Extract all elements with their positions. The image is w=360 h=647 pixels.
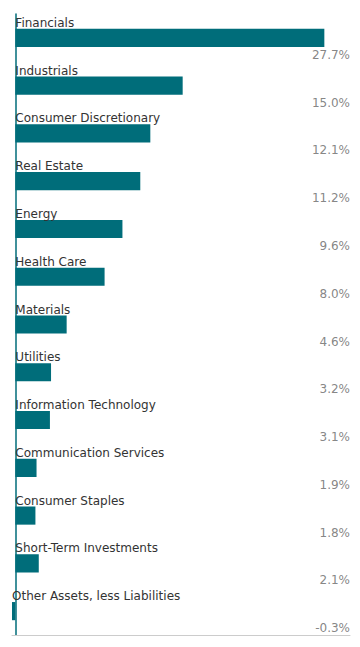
svg-text:8.0%: 8.0% [320, 287, 351, 301]
svg-text:Communication Services: Communication Services [15, 446, 164, 460]
svg-text:Real Estate: Real Estate [15, 159, 83, 173]
svg-text:11.2%: 11.2% [312, 191, 350, 205]
svg-text:2.1%: 2.1% [320, 573, 351, 587]
svg-text:3.2%: 3.2% [320, 382, 351, 396]
svg-text:Materials: Materials [15, 303, 70, 317]
svg-text:1.8%: 1.8% [320, 526, 351, 540]
svg-text:12.1%: 12.1% [312, 143, 350, 157]
svg-text:Consumer Discretionary: Consumer Discretionary [15, 111, 160, 125]
svg-text:Financials: Financials [15, 16, 74, 30]
svg-text:27.7%: 27.7% [312, 48, 350, 62]
svg-text:Health Care: Health Care [15, 255, 86, 269]
svg-text:-0.3%: -0.3% [315, 621, 350, 635]
svg-text:Utilities: Utilities [15, 350, 60, 364]
svg-text:3.1%: 3.1% [320, 430, 351, 444]
svg-text:4.6%: 4.6% [320, 335, 351, 349]
svg-text:Short-Term Investments: Short-Term Investments [15, 541, 158, 555]
svg-text:Other Assets, less Liabilities: Other Assets, less Liabilities [12, 589, 180, 603]
svg-text:Consumer Staples: Consumer Staples [15, 494, 124, 508]
svg-text:9.6%: 9.6% [320, 239, 351, 253]
svg-text:Energy: Energy [15, 207, 57, 221]
svg-text:1.9%: 1.9% [320, 478, 351, 492]
svg-text:Industrials: Industrials [15, 64, 78, 78]
svg-text:Information Technology: Information Technology [15, 398, 156, 412]
svg-text:15.0%: 15.0% [312, 96, 350, 110]
